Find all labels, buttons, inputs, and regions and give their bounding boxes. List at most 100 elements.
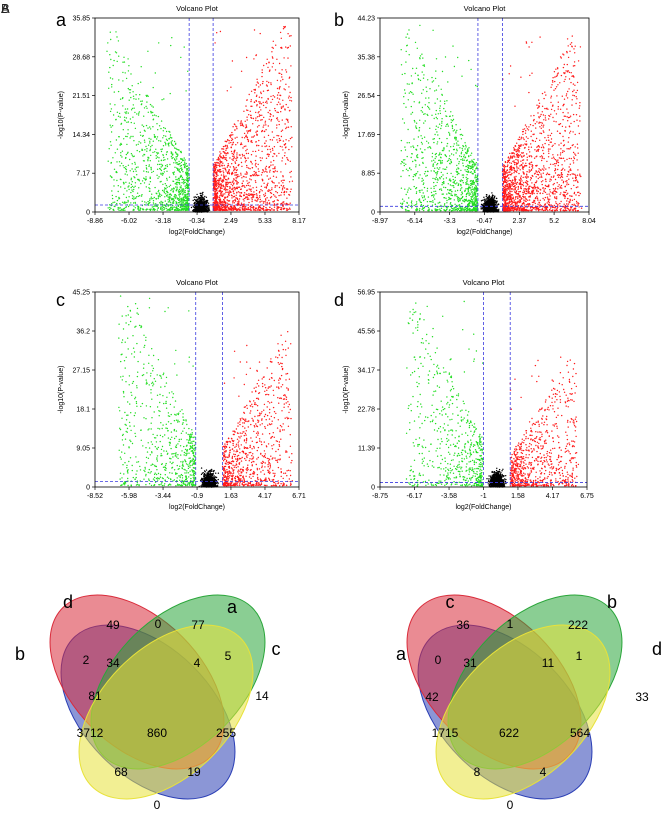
point-up — [225, 206, 227, 208]
point-up — [277, 101, 280, 103]
point-up — [284, 163, 287, 165]
point-down — [411, 91, 413, 94]
point-down — [184, 189, 186, 192]
point-down — [408, 29, 410, 31]
point-down — [408, 37, 410, 39]
point-down — [462, 174, 465, 176]
point-down — [153, 196, 155, 199]
point-down — [404, 208, 407, 211]
point-down — [476, 206, 479, 209]
point-down — [169, 136, 172, 138]
point-down — [155, 205, 157, 207]
point-up — [219, 179, 221, 181]
point-up — [532, 186, 534, 189]
point-up — [241, 205, 244, 208]
point-down — [127, 205, 130, 208]
point-down — [457, 56, 459, 59]
point-down — [472, 181, 474, 183]
point-down — [124, 168, 127, 170]
point-up — [230, 139, 233, 142]
point-up — [215, 205, 217, 207]
point-down — [179, 171, 181, 173]
point-up — [259, 32, 261, 35]
point-up — [250, 206, 252, 208]
point-up — [283, 26, 285, 28]
point-up — [289, 91, 291, 94]
point-down — [125, 153, 128, 156]
point-up — [288, 140, 290, 142]
point-up — [254, 180, 257, 182]
point-down — [455, 152, 457, 154]
point-down — [424, 120, 426, 122]
point-up — [231, 197, 233, 199]
point-up — [551, 145, 553, 148]
point-down — [135, 98, 137, 100]
point-down — [133, 140, 135, 142]
point-down — [175, 178, 177, 181]
point-up — [215, 201, 218, 203]
point-up — [246, 136, 248, 139]
point-down — [168, 209, 170, 211]
point-down — [138, 180, 141, 182]
point-up — [281, 146, 283, 148]
point-down — [143, 177, 145, 179]
point-up — [291, 136, 293, 139]
point-up — [228, 208, 230, 210]
point-up — [541, 159, 543, 162]
point-down — [452, 45, 454, 47]
point-ns — [200, 203, 202, 205]
point-up — [269, 206, 271, 208]
point-up — [274, 185, 277, 187]
point-down — [140, 66, 142, 68]
point-down — [145, 167, 148, 169]
point-ns — [192, 209, 194, 212]
point-up — [288, 95, 290, 97]
point-up — [234, 137, 236, 139]
point-ns — [194, 209, 197, 212]
point-up — [522, 128, 524, 131]
point-up — [219, 207, 221, 209]
point-up — [238, 198, 241, 200]
point-up — [232, 207, 235, 209]
point-down — [420, 135, 422, 137]
point-down — [460, 207, 462, 209]
point-down — [147, 200, 149, 203]
point-down — [128, 196, 130, 198]
point-down — [409, 91, 412, 93]
point-up — [238, 154, 241, 156]
point-up — [255, 119, 257, 122]
point-down — [443, 107, 445, 110]
point-down — [122, 80, 124, 82]
point-down — [424, 198, 426, 200]
point-down — [179, 163, 181, 165]
point-down — [132, 155, 134, 158]
point-down — [181, 177, 184, 179]
point-down — [130, 191, 132, 194]
point-up — [219, 195, 221, 197]
point-up — [282, 208, 285, 210]
point-down — [138, 209, 140, 212]
point-down — [432, 201, 434, 203]
point-up — [216, 194, 218, 196]
point-down — [132, 202, 135, 204]
point-down — [432, 177, 434, 180]
point-ns — [200, 198, 202, 200]
point-up — [215, 175, 218, 178]
point-down — [140, 81, 142, 83]
figure-letter-a: A — [1, 1, 10, 16]
point-up — [265, 157, 268, 159]
point-up — [542, 152, 545, 155]
point-down — [155, 115, 157, 117]
point-down — [170, 206, 172, 209]
point-down — [458, 173, 460, 175]
point-down — [133, 98, 135, 100]
point-down — [141, 194, 143, 196]
point-up — [282, 179, 284, 181]
point-up — [575, 154, 577, 156]
point-down — [462, 162, 464, 164]
point-down — [152, 118, 155, 120]
point-down — [437, 126, 439, 128]
point-up — [258, 174, 260, 177]
point-down — [415, 209, 417, 211]
point-up — [273, 136, 275, 139]
